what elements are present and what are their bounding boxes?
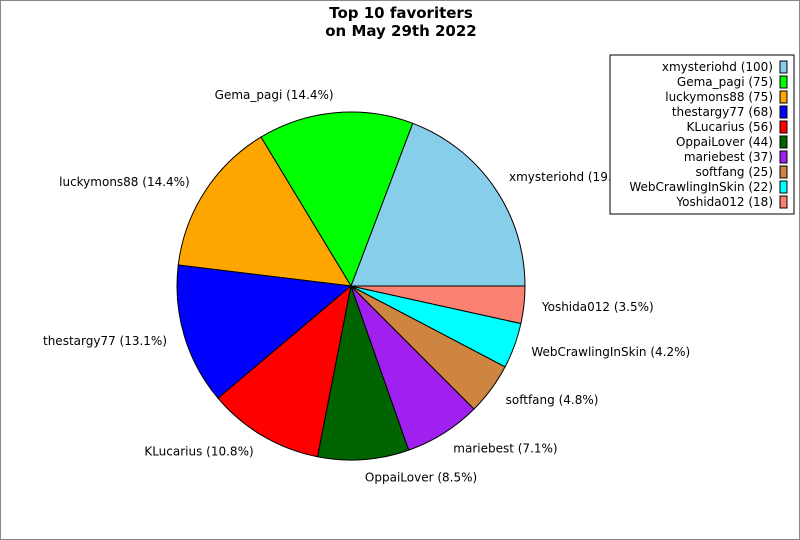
slice-label-WebCrawlingInSkin: WebCrawlingInSkin (4.2%): [531, 345, 690, 359]
pie-slice-KLucarius: [217, 284, 352, 458]
legend-swatch-WebCrawlingInSkin: [779, 180, 788, 194]
legend-box: [609, 54, 795, 215]
legend-entry-WebCrawlingInSkin: WebCrawlingInSkin (22): [629, 180, 773, 194]
chart-title-line-2: on May 29th 2022: [325, 22, 477, 40]
slice-label-Yoshida012: Yoshida012 (3.5%): [541, 300, 654, 314]
legend-entry-KLucarius: KLucarius (56): [687, 120, 773, 134]
legend-entry-mariebest: mariebest (37): [684, 150, 773, 164]
legend-swatch-softfang: [779, 165, 788, 179]
slice-label-Gema_pagi: Gema_pagi (14.4%): [215, 88, 334, 102]
legend-entry-luckymons88: luckymons88 (75): [665, 90, 773, 104]
legend-entry-thestargy77: thestargy77 (68): [672, 105, 773, 119]
legend-entry-OppaiLover: OppaiLover (44): [676, 135, 773, 149]
legend-swatch-thestargy77: [779, 105, 788, 119]
slice-label-luckymons88: luckymons88 (14.4%): [59, 175, 190, 189]
slice-label-xmysteriohd: xmysteriohd (19.2%): [509, 170, 635, 184]
chart-title-line-1: Top 10 favoriters: [329, 4, 473, 22]
slice-label-KLucarius: KLucarius (10.8%): [144, 444, 253, 458]
legend-swatch-KLucarius: [779, 120, 788, 134]
pie-slice-OppaiLover: [316, 284, 410, 461]
pie-slice-thestargy77: [176, 264, 353, 399]
slice-label-softfang: softfang (4.8%): [506, 393, 599, 407]
slice-label-OppaiLover: OppaiLover (8.5%): [365, 470, 477, 484]
legend-entry-Yoshida012: Yoshida012 (18): [675, 195, 773, 209]
legend-entry-xmysteriohd: xmysteriohd (100): [662, 60, 773, 74]
pie-slice-Yoshida012: [350, 285, 526, 325]
legend-swatch-xmysteriohd: [779, 60, 788, 74]
pie-slice-luckymons88: [177, 136, 352, 287]
legend-swatch-OppaiLover: [779, 135, 788, 149]
legend-entry-Gema_pagi: Gema_pagi (75): [677, 75, 773, 89]
pie-slice-xmysteriohd: [350, 122, 526, 287]
legend: xmysteriohd (100)Gema_pagi (75)luckymons…: [609, 54, 795, 215]
legend-swatch-Gema_pagi: [779, 75, 788, 89]
slice-label-mariebest: mariebest (7.1%): [453, 441, 557, 455]
legend-swatch-Yoshida012: [779, 195, 788, 209]
legend-entry-softfang: softfang (25): [695, 165, 773, 179]
legend-swatch-mariebest: [779, 150, 788, 164]
legend-swatch-luckymons88: [779, 90, 788, 104]
slice-label-thestargy77: thestargy77 (13.1%): [43, 334, 167, 348]
pie-slice-Gema_pagi: [260, 111, 414, 288]
